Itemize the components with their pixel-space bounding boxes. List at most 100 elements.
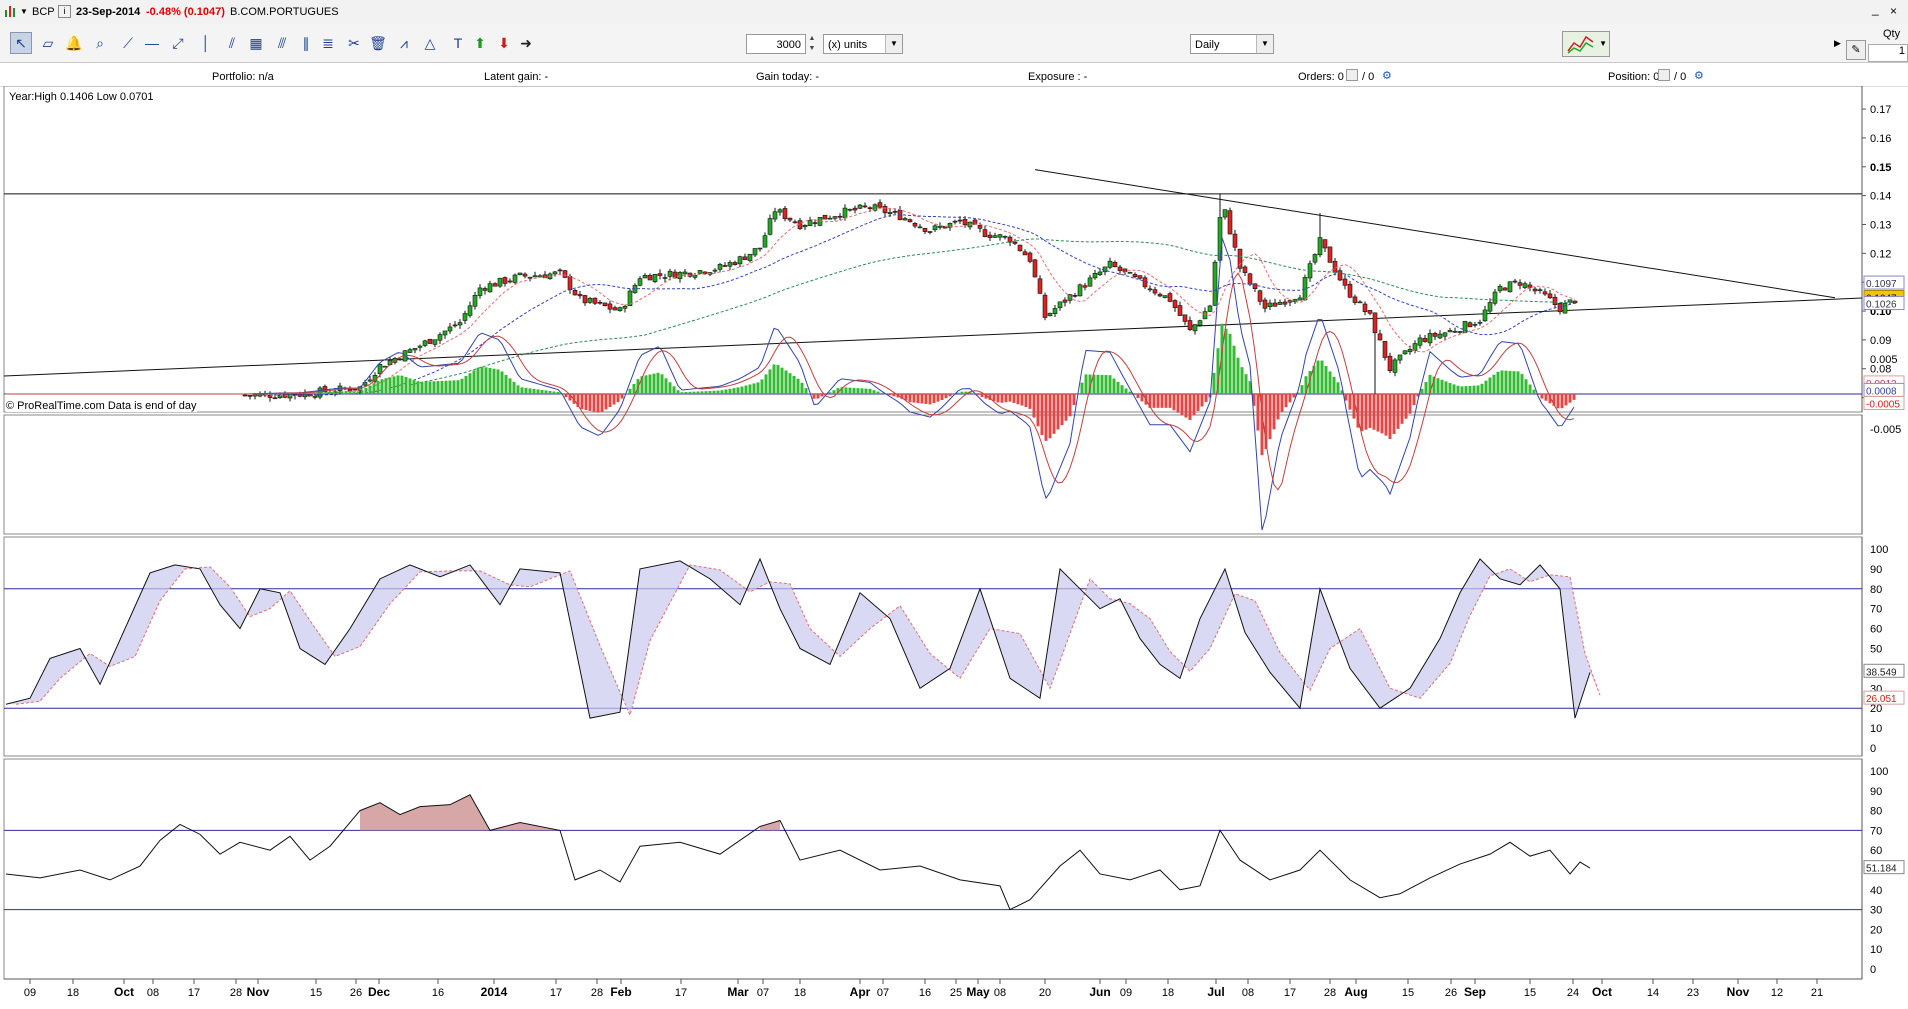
quantity-stepper[interactable]: ▲ ▼ bbox=[808, 35, 816, 52]
macd-histogram-bar bbox=[592, 394, 596, 412]
macd-histogram-bar bbox=[1168, 394, 1172, 408]
settings-button[interactable]: ✎ bbox=[1846, 40, 1866, 60]
chevron-down-icon: ▼ bbox=[1256, 35, 1273, 53]
vertical-line-icon[interactable]: │ bbox=[201, 35, 211, 51]
macd-histogram-bar bbox=[776, 365, 780, 394]
x-tick-label: 09 bbox=[24, 987, 36, 999]
triangle-pattern-icon[interactable]: △ bbox=[424, 35, 436, 51]
ray-tool-icon[interactable]: ⤢ bbox=[172, 35, 184, 51]
macd-histogram-bar bbox=[1200, 394, 1204, 407]
macd-histogram-bar bbox=[1456, 385, 1460, 394]
macd-histogram-bar bbox=[1184, 394, 1188, 418]
macd-histogram-bar bbox=[780, 367, 784, 394]
candle-body bbox=[1017, 244, 1023, 252]
pattern-icon[interactable]: ⩘ bbox=[400, 35, 408, 51]
position-icon[interactable] bbox=[1658, 69, 1670, 81]
text-tool-icon[interactable]: T bbox=[453, 35, 463, 51]
collapse-arrow-icon[interactable]: ▶ bbox=[1834, 38, 1841, 48]
tools-icon[interactable]: ✂ bbox=[348, 35, 360, 51]
price-badge-lower-box bbox=[1863, 296, 1905, 311]
chart-style-button[interactable]: ▼ bbox=[1562, 31, 1610, 57]
rsi-tick-label: 20 bbox=[1870, 924, 1882, 936]
candle-body bbox=[827, 217, 833, 220]
candle-body bbox=[777, 209, 783, 213]
candle-body bbox=[1067, 294, 1073, 301]
qty-field[interactable]: 1 bbox=[1868, 44, 1908, 62]
x-tick-label: 09 bbox=[1120, 987, 1132, 999]
candle-body bbox=[1442, 332, 1448, 337]
horizontal-line-icon[interactable]: — bbox=[145, 35, 159, 51]
orders-gear-icon[interactable]: ⚙ bbox=[1382, 70, 1392, 82]
macd-histogram-bar bbox=[1164, 394, 1168, 408]
channel-tool-icon[interactable]: ⫻ bbox=[277, 35, 287, 51]
candle-body bbox=[532, 275, 538, 278]
candle-body bbox=[637, 278, 643, 286]
macd-histogram-bar bbox=[1480, 383, 1484, 394]
rsi-tick-label: 90 bbox=[1870, 786, 1882, 798]
price-badge-upper-box bbox=[1863, 275, 1905, 290]
parallel-tool-icon[interactable]: ∥ bbox=[302, 35, 310, 51]
macd-histogram-bar bbox=[892, 394, 896, 397]
candle-body bbox=[487, 283, 493, 293]
minimize-button[interactable]: _ bbox=[1872, 2, 1879, 16]
candle-body bbox=[1072, 295, 1078, 297]
macd-histogram-bar bbox=[1532, 389, 1536, 394]
buy-arrow-icon[interactable]: ⬆ bbox=[474, 35, 486, 51]
macd-histogram-bar bbox=[960, 391, 964, 394]
macd-histogram-bar bbox=[988, 394, 992, 400]
sell-arrow-icon[interactable]: ⬇ bbox=[498, 35, 510, 51]
next-icon[interactable]: ➜ bbox=[520, 35, 532, 51]
fibonacci-icon[interactable]: ≣ bbox=[322, 35, 334, 51]
symbol-label[interactable]: BCP bbox=[32, 6, 55, 18]
candle-body bbox=[1522, 283, 1528, 288]
macd-histogram-bar bbox=[292, 393, 296, 394]
macd-histogram-bar bbox=[1460, 386, 1464, 394]
price-badge-upper: 0.1097 bbox=[1866, 279, 1897, 290]
macd-histogram-bar bbox=[1216, 348, 1220, 394]
candle-body bbox=[837, 215, 843, 218]
macd-histogram-bar bbox=[768, 369, 772, 394]
line-tool-icon[interactable]: ⟋ bbox=[123, 35, 133, 51]
trash-icon[interactable]: 🗑 bbox=[369, 35, 387, 51]
macd-histogram-bar bbox=[1364, 394, 1368, 430]
menu-dropdown-icon[interactable]: ▼ bbox=[20, 7, 28, 16]
period-select[interactable]: Daily ▼ bbox=[1190, 34, 1274, 54]
macd-histogram-bar bbox=[1308, 370, 1312, 394]
pointer-icon[interactable]: ↖ bbox=[10, 32, 32, 54]
close-button[interactable]: × bbox=[1890, 4, 1898, 18]
candle-body bbox=[1437, 333, 1443, 339]
candle-body bbox=[1487, 302, 1493, 312]
ruler-icon[interactable]: ▱ bbox=[42, 35, 54, 51]
macd-histogram-bar bbox=[648, 374, 652, 394]
candle-body bbox=[1282, 301, 1288, 305]
candle-body bbox=[252, 393, 258, 397]
macd-histogram-bar bbox=[1016, 394, 1020, 405]
chart-icon[interactable] bbox=[4, 4, 16, 18]
quantity-input[interactable]: 3000 bbox=[746, 34, 806, 54]
candle-body bbox=[1197, 320, 1203, 326]
zoom-icon[interactable]: ⌕ bbox=[96, 35, 104, 51]
candle-body bbox=[1007, 236, 1013, 243]
year-range-label: Year:High 0.1406 Low 0.0701 bbox=[9, 91, 154, 103]
candle-body bbox=[1222, 209, 1228, 218]
macd-histogram-bar bbox=[724, 389, 728, 394]
position-gear-icon[interactable]: ⚙ bbox=[1694, 70, 1704, 82]
alert-bell-icon[interactable]: 🔔 bbox=[65, 35, 83, 51]
chart-area[interactable]: 0.170.160.150.140.130.120.110.100.090.08… bbox=[0, 86, 1908, 1009]
macd-histogram-bar bbox=[440, 380, 444, 394]
candle-body bbox=[1297, 297, 1303, 301]
candle-body bbox=[1202, 311, 1208, 320]
fan-tool-icon[interactable]: ⫽ bbox=[228, 35, 236, 51]
macd-histogram-bar bbox=[1172, 394, 1176, 411]
units-select[interactable]: (x) units ▼ bbox=[823, 34, 903, 54]
macd-histogram-bar bbox=[316, 392, 320, 394]
info-icon[interactable]: i bbox=[58, 5, 71, 18]
macd-histogram-bar bbox=[788, 373, 792, 394]
candle-body bbox=[1027, 252, 1033, 262]
candle-body bbox=[627, 290, 633, 307]
candle-body bbox=[1117, 266, 1123, 272]
grid-tool-icon[interactable]: ▦ bbox=[249, 35, 263, 51]
orders-icon[interactable] bbox=[1346, 69, 1358, 81]
macd-histogram-bar bbox=[712, 390, 716, 394]
macd-histogram-bar bbox=[1464, 386, 1468, 394]
